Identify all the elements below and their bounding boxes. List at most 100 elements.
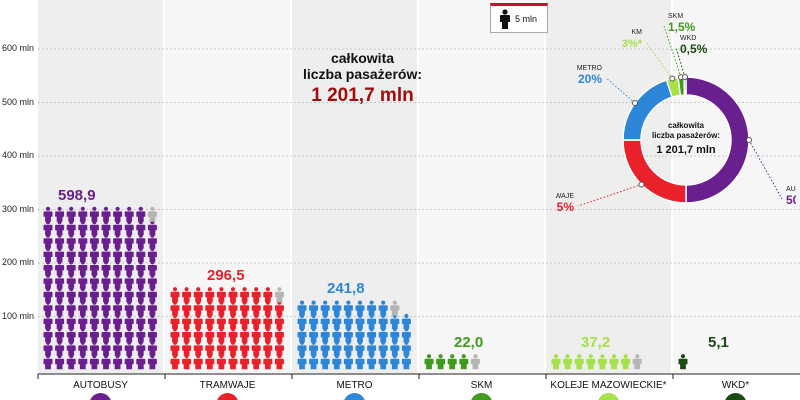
person-marker (216, 327, 226, 343)
person-marker (343, 340, 353, 356)
person-marker (101, 354, 111, 370)
person-marker (113, 300, 123, 316)
person-marker (597, 354, 607, 370)
person-marker (124, 233, 134, 249)
person-marker (609, 354, 619, 370)
person-marker (390, 300, 400, 316)
person-marker (124, 327, 134, 343)
column-background (419, 0, 544, 374)
person-marker (240, 287, 250, 303)
bar-value-label: 241,8 (327, 280, 365, 298)
person-marker (136, 220, 146, 236)
person-marker (55, 354, 65, 370)
person-marker (43, 233, 53, 249)
pie-leader-line (645, 41, 673, 79)
y-tick-label: 200 mln (2, 257, 35, 267)
y-tick-label: 300 mln (2, 203, 35, 214)
person-marker (228, 340, 238, 356)
person-marker (113, 340, 123, 356)
person-marker (136, 300, 146, 316)
person-marker (147, 327, 157, 343)
bar-value-label: 5,1 (708, 334, 729, 351)
person-marker (124, 206, 134, 222)
person-marker (147, 246, 157, 262)
pie-leader-line (605, 77, 636, 104)
category-label: METRO (336, 380, 373, 391)
person-marker (240, 340, 250, 356)
person-marker (89, 206, 99, 222)
person-marker (263, 300, 273, 316)
person-marker (113, 220, 123, 236)
person-marker (216, 354, 226, 370)
person-marker (43, 206, 53, 222)
person-marker (55, 246, 65, 262)
person-marker (43, 273, 53, 289)
category-label: KOLEJE MAZOWIECKIE* (550, 380, 667, 391)
person-marker (43, 327, 53, 343)
person-marker (251, 287, 261, 303)
person-marker (147, 287, 157, 303)
person-marker (447, 354, 457, 370)
person-marker (113, 327, 123, 343)
person-marker (390, 327, 400, 343)
person-marker (89, 300, 99, 316)
person-marker (309, 327, 319, 343)
person-marker (136, 233, 146, 249)
pie-slice (685, 76, 750, 204)
person-marker (297, 300, 307, 316)
person-marker (355, 354, 365, 370)
pie-slice-name: KM (632, 29, 643, 36)
person-marker (574, 354, 584, 370)
person-marker (147, 340, 157, 356)
legend: 5 mln (490, 3, 548, 33)
person-marker (78, 300, 88, 316)
person-marker (193, 340, 203, 356)
person-marker (401, 340, 411, 356)
person-marker (147, 233, 157, 249)
person-marker (424, 354, 434, 370)
person-marker (563, 354, 573, 370)
person-marker (309, 340, 319, 356)
person-marker (124, 340, 134, 356)
bar-value-label: 37,2 (581, 334, 611, 351)
total-passengers: całkowita liczba pasażerów: 1 201,7 mln (290, 50, 435, 108)
pie-slice-name: AUTOBUSY (786, 186, 796, 193)
person-marker (632, 354, 642, 370)
person-marker (182, 354, 192, 370)
person-marker (66, 233, 76, 249)
person-marker (101, 220, 111, 236)
person-marker (136, 327, 146, 343)
person-marker (136, 246, 146, 262)
person-marker (378, 327, 388, 343)
person-marker (170, 340, 180, 356)
category-color-dot (217, 393, 238, 400)
person-marker (170, 287, 180, 303)
person-marker (367, 340, 377, 356)
pie-leader-line (577, 184, 642, 207)
person-marker (240, 327, 250, 343)
person-marker (136, 206, 146, 222)
person-marker (89, 287, 99, 303)
person-marker (43, 300, 53, 316)
person-marker (320, 354, 330, 370)
person-marker (390, 354, 400, 370)
person-marker (55, 340, 65, 356)
category-label: AUTOBUSY (73, 380, 128, 391)
person-marker (332, 300, 342, 316)
person-marker (101, 206, 111, 222)
person-marker (470, 354, 480, 370)
pie-center-text: całkowita (668, 121, 705, 130)
category-label: TRAMWAJE (199, 380, 256, 391)
person-marker (263, 327, 273, 343)
person-marker (136, 340, 146, 356)
person-marker (78, 273, 88, 289)
pie-slice-name: METRO (577, 65, 603, 72)
person-marker (320, 340, 330, 356)
person-marker (343, 354, 353, 370)
person-marker (263, 287, 273, 303)
person-marker (551, 354, 561, 370)
person-marker (124, 220, 134, 236)
total-label-line1: całkowita (330, 50, 395, 66)
person-marker (309, 300, 319, 316)
